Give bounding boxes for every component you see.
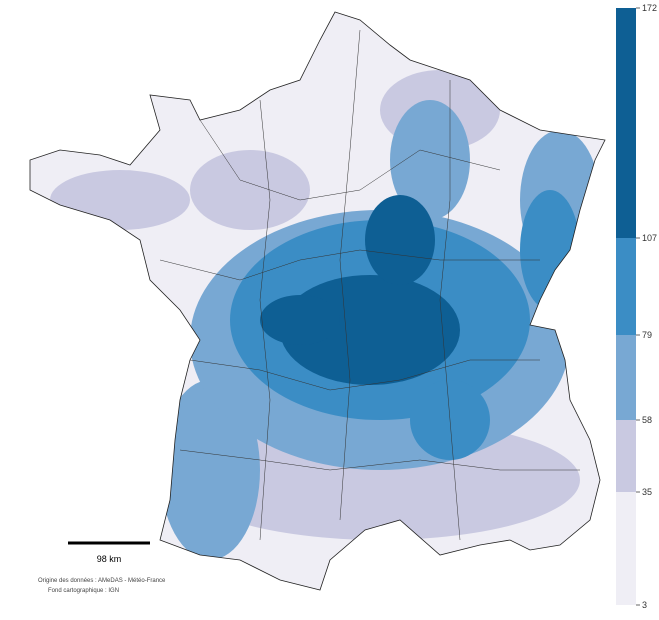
- zone: [260, 295, 340, 345]
- legend-label: 172: [642, 3, 657, 13]
- legend-label: 35: [642, 487, 652, 497]
- zone: [50, 170, 190, 230]
- legend-label: 79: [642, 330, 652, 340]
- zone: [520, 190, 580, 310]
- zone: [190, 150, 310, 230]
- legend-swatch: [616, 420, 636, 492]
- legend-label: 3: [642, 600, 647, 610]
- legend-swatch: [616, 492, 636, 605]
- department-borders: [159, 29, 580, 541]
- legend-swatch: [616, 238, 636, 335]
- legend-swatch: [616, 335, 636, 420]
- legend-swatch: [616, 8, 636, 238]
- zone: [160, 380, 260, 560]
- scale-label: 98 km: [97, 554, 122, 564]
- credit: Fond cartographique : IGN: [48, 588, 119, 594]
- credit: Origine des données : AMeDAS - Météo-Fra…: [38, 578, 166, 584]
- legend: 3 35 58 79 107 172: [616, 3, 657, 610]
- legend-label: 107: [642, 233, 657, 243]
- legend-label: 58: [642, 415, 652, 425]
- zone: [365, 195, 435, 285]
